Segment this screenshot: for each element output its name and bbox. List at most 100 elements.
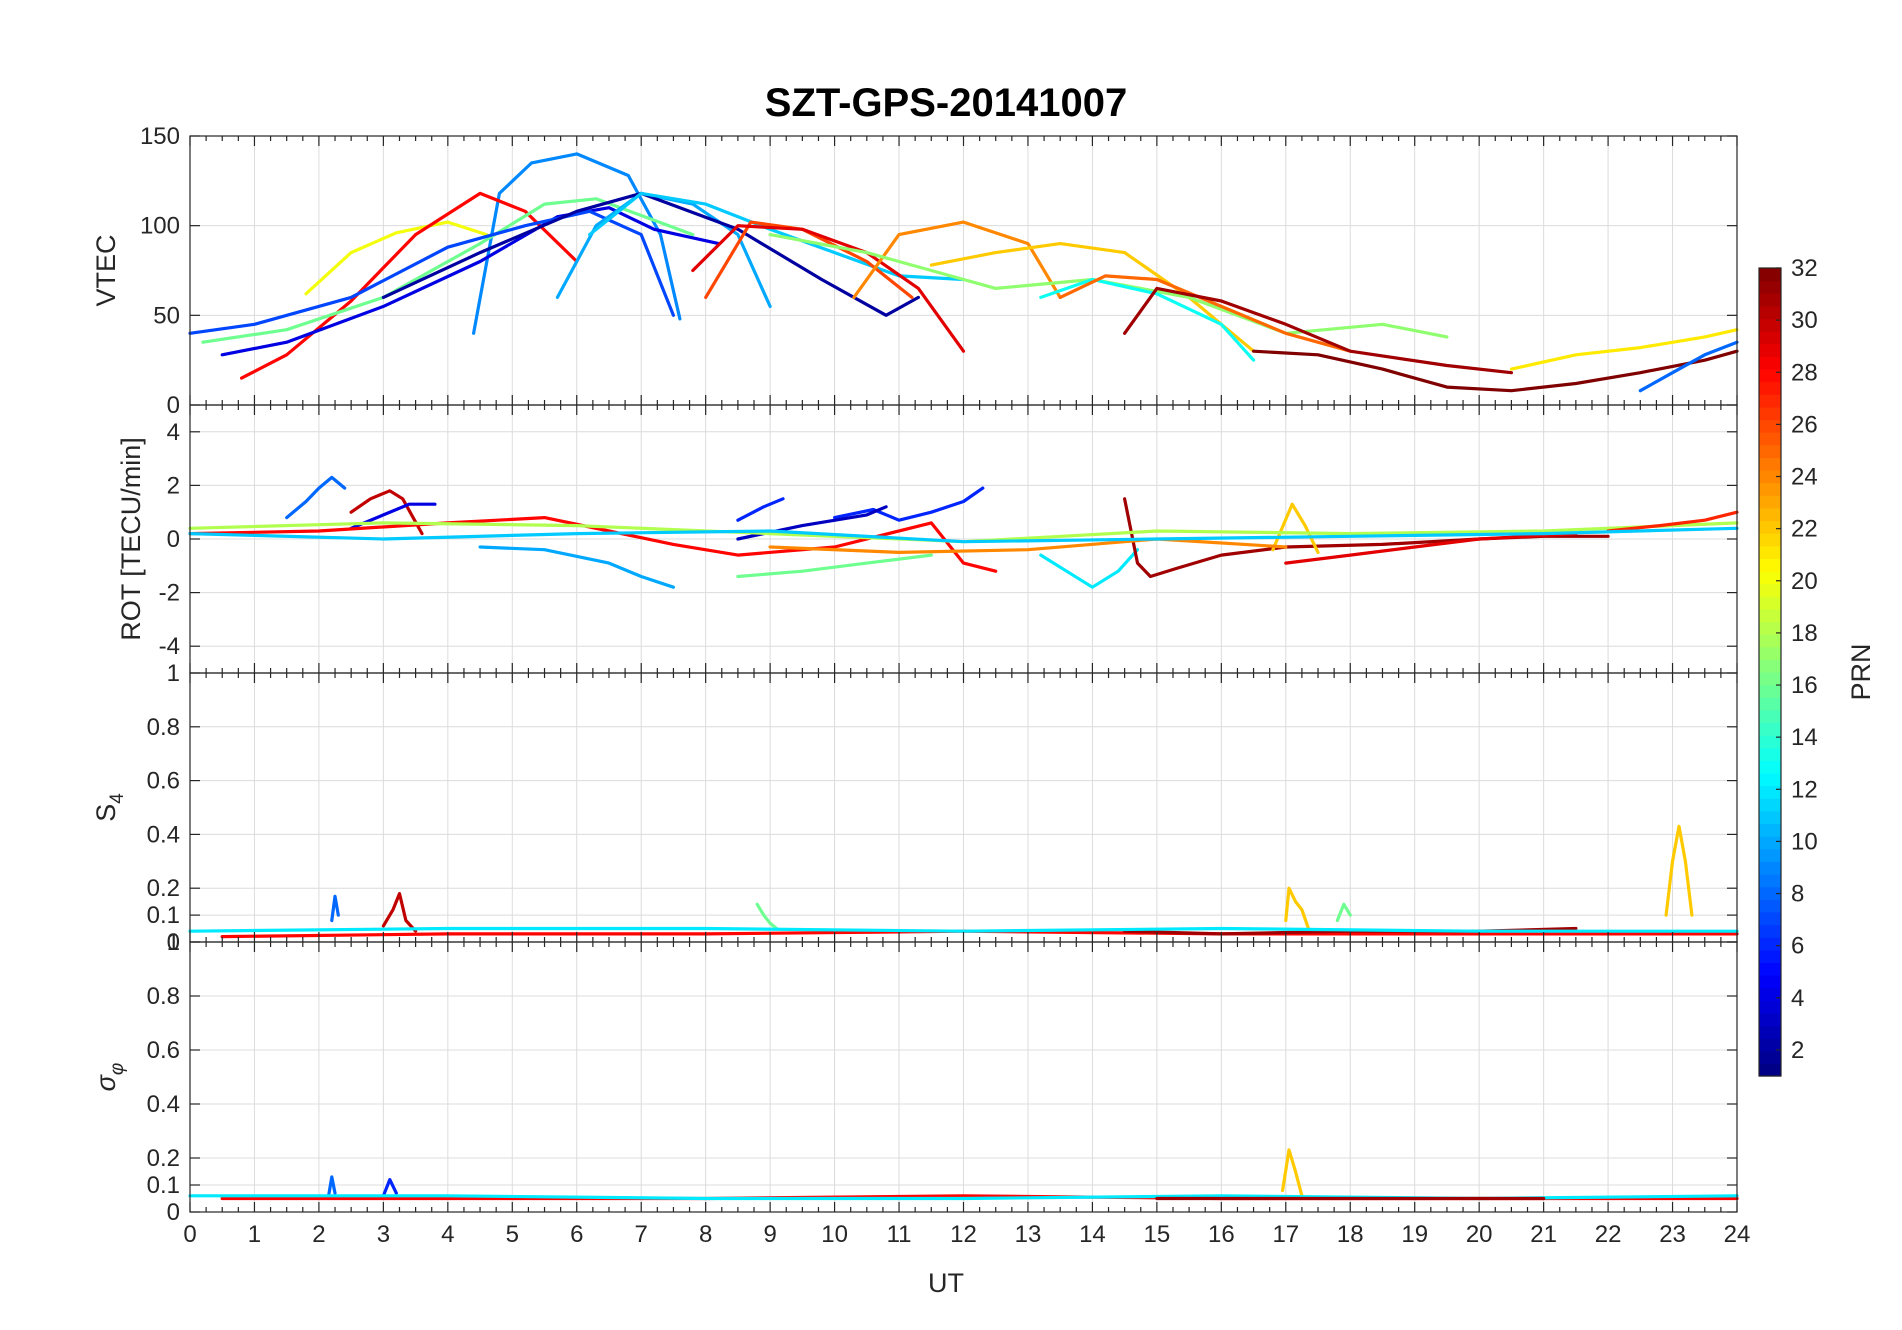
- vtec-series-prn-21: [1509, 328, 1739, 371]
- colorbar-segment: [1759, 722, 1781, 736]
- x-tick-label: 1: [248, 1221, 261, 1248]
- x-tick-label: 0: [183, 1221, 196, 1248]
- vtec-y-tick-label: 100: [140, 213, 180, 240]
- vtec-series-prn-13: [1039, 277, 1256, 362]
- x-axis-label: UT: [928, 1268, 964, 1298]
- vtec-series-group: [188, 152, 1739, 393]
- colorbar-tick-label: 2: [1791, 1037, 1804, 1064]
- colorbar-tick-label: 24: [1791, 464, 1818, 491]
- colorbar-tick-label: 8: [1791, 881, 1804, 908]
- s4-y-tick-label: 0: [167, 929, 180, 956]
- vtec-series-prn-22: [929, 242, 1256, 353]
- rot-series-group: [188, 475, 1739, 589]
- colorbar-segment: [1759, 432, 1781, 446]
- colorbar-segment: [1759, 520, 1781, 534]
- colorbar-segment: [1759, 924, 1781, 938]
- colorbar-segment: [1759, 280, 1781, 294]
- x-tick-label: 12: [950, 1221, 977, 1248]
- rot-y-tick-label: 4: [167, 419, 180, 446]
- chart-title: SZT-GPS-20141007: [765, 81, 1127, 125]
- colorbar-segment: [1759, 798, 1781, 812]
- colorbar-tick-label: 4: [1791, 985, 1804, 1012]
- x-tick-label: 7: [635, 1221, 648, 1248]
- colorbar-segment: [1759, 911, 1781, 926]
- colorbar-frame: [1758, 267, 1782, 1077]
- vtec-series-prn-20: [304, 220, 489, 296]
- colorbar-segment: [1759, 558, 1781, 572]
- vtec-y-tick-label: 0: [167, 392, 180, 419]
- colorbar-tick-label: 6: [1791, 933, 1804, 960]
- x-tick-label: 4: [441, 1221, 454, 1248]
- x-tick-label: 13: [1015, 1221, 1042, 1248]
- rot-series-prn-30: [349, 489, 424, 536]
- colorbar-segment: [1759, 709, 1781, 724]
- sigphi-y-tick-label: 0.8: [147, 983, 180, 1010]
- sigphi-y-tick-label: 0: [167, 1199, 180, 1226]
- colorbar-segment: [1759, 773, 1781, 787]
- colorbar-segment: [1759, 545, 1781, 559]
- colorbar-segment: [1759, 747, 1781, 761]
- colorbar-segment: [1759, 331, 1781, 345]
- colorbar-tick-label: 28: [1791, 359, 1818, 386]
- s4-series-prn-22: [1664, 824, 1694, 917]
- sigphi-series-group: [188, 1148, 1739, 1201]
- vtec-y-tick-label: 50: [153, 302, 180, 329]
- x-tick-label: 8: [699, 1221, 712, 1248]
- colorbar-segment: [1759, 646, 1781, 660]
- colorbar-segment: [1759, 457, 1781, 471]
- rot-series-prn-6: [832, 486, 985, 522]
- colorbar-segment: [1759, 962, 1781, 976]
- colorbar-segment: [1759, 1000, 1781, 1014]
- colorbar-tick-label: 10: [1791, 828, 1818, 855]
- vtec-series-prn-9: [472, 152, 682, 335]
- colorbar-tick-label: 16: [1791, 672, 1818, 699]
- x-tick-label: 10: [821, 1221, 848, 1248]
- colorbar-segment: [1759, 596, 1781, 610]
- colorbar-segment: [1759, 356, 1781, 370]
- sigphi-y-tick-label: 0.6: [147, 1037, 180, 1064]
- rot-series-prn-28: [188, 515, 998, 573]
- colorbar-segment: [1759, 381, 1781, 395]
- s4-series-prn-16: [755, 902, 779, 931]
- rot-series-prn-11: [188, 526, 1739, 544]
- colorbar-segment: [1759, 482, 1781, 496]
- colorbar-segment: [1759, 1063, 1781, 1077]
- sigphi-y-tick-label: 0.1: [147, 1172, 180, 1199]
- vtec-series-prn-16: [201, 197, 695, 344]
- vtec-series-prn-7: [188, 209, 676, 335]
- s4-y-tick-label: 0.4: [147, 821, 180, 848]
- vtec-y-tick-label: 150: [140, 123, 180, 150]
- vtec-series-prn-4: [220, 206, 721, 357]
- s4-y-tick-label: 0.1: [147, 902, 180, 929]
- x-tick-label: 19: [1401, 1221, 1428, 1248]
- colorbar-segment: [1759, 785, 1781, 799]
- x-tick-label: 14: [1079, 1221, 1106, 1248]
- colorbar-segment: [1759, 735, 1781, 749]
- rot-series-prn-29: [1284, 531, 1578, 565]
- colorbar-segment: [1759, 874, 1781, 888]
- s4-series-prn-12: [188, 926, 1739, 933]
- s4-y-tick-label: 0.8: [147, 714, 180, 741]
- sigphi-y-tick-label: 0.2: [147, 1145, 180, 1172]
- panel-vtec: 0 50 100 150 VTEC: [91, 123, 1739, 419]
- vtec-series-prn-32: [1251, 349, 1739, 393]
- colorbar-segment: [1759, 571, 1781, 585]
- colorbar-segment: [1759, 949, 1781, 963]
- colorbar-segment: [1759, 495, 1781, 509]
- rot-series-prn-24: [768, 537, 1288, 555]
- colorbar-segment: [1759, 406, 1781, 421]
- vtec-series-prn-2: [381, 191, 921, 317]
- colorbar-segment: [1759, 1038, 1781, 1052]
- colorbar-segment: [1759, 987, 1781, 1001]
- s4-series-prn-8: [330, 894, 340, 923]
- vtec-series-prn-25: [1058, 274, 1352, 353]
- vtec-series-prn-29: [691, 224, 966, 353]
- x-tick-label: 23: [1659, 1221, 1686, 1248]
- colorbar-tick-label: 20: [1791, 568, 1818, 595]
- s4-series-prn-16: [1335, 902, 1352, 923]
- colorbar-segment: [1759, 444, 1781, 458]
